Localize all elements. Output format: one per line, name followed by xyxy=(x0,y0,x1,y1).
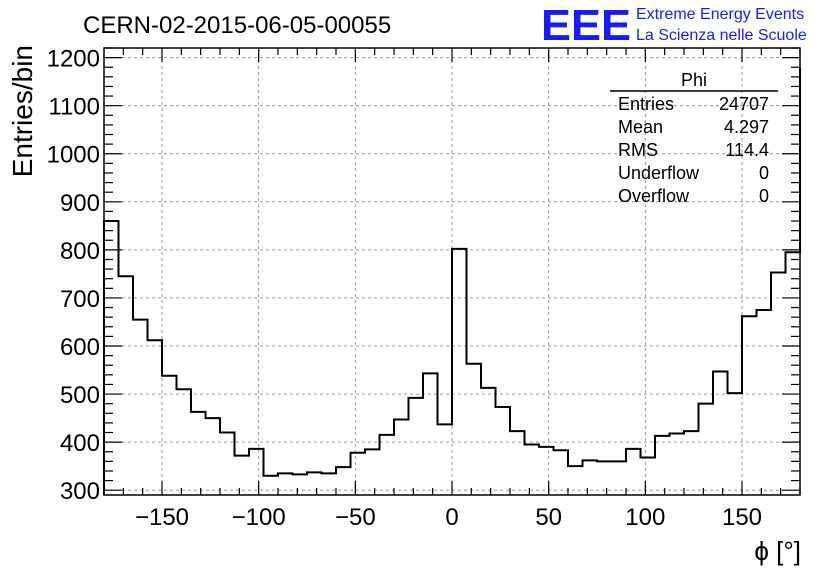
stats-row-value: 114.4 xyxy=(725,140,769,160)
y-tick-label: 400 xyxy=(60,430,100,457)
axis-ticks: −150 −100 −50 0 50 100 150 300 400 500 600 700 800 90… xyxy=(47,46,801,531)
stats-row-label: Mean xyxy=(618,117,663,137)
eee-logo: EEE Extreme Energy Events La Scienza nel… xyxy=(541,1,807,50)
y-tick-label: 900 xyxy=(60,190,100,217)
stats-row-label: Underflow xyxy=(618,163,700,183)
y-tick-label: 500 xyxy=(60,382,100,409)
x-tick-label: 0 xyxy=(445,504,458,531)
stats-box-title: Phi xyxy=(681,70,707,90)
x-tick-label: 150 xyxy=(722,504,762,531)
x-tick-label: −150 xyxy=(135,504,189,531)
chart-title: CERN-02-2015-06-05-00055 xyxy=(83,12,391,39)
stats-row-value: 24707 xyxy=(719,94,769,114)
histogram-series xyxy=(103,68,801,495)
eee-logo-line1: Extreme Energy Events xyxy=(636,6,804,23)
y-tick-label: 1200 xyxy=(47,46,100,73)
stats-row-value: 4.297 xyxy=(724,117,769,137)
stats-row-label: Overflow xyxy=(618,186,690,206)
x-tick-label: 100 xyxy=(625,504,665,531)
x-tick-label: −50 xyxy=(335,504,376,531)
stats-row-value: 0 xyxy=(759,163,769,183)
stats-row-value: 0 xyxy=(759,186,769,206)
x-tick-label: 50 xyxy=(535,504,562,531)
y-axis-label: Entries/bin xyxy=(7,45,38,177)
x-axis-label: ϕ [°] xyxy=(754,536,801,566)
y-tick-label: 700 xyxy=(60,286,100,313)
y-tick-label: 1100 xyxy=(48,94,100,121)
stats-row-label: RMS xyxy=(618,140,658,160)
eee-logo-letters: EEE xyxy=(541,1,631,50)
y-tick-label: 1000 xyxy=(47,142,100,169)
x-tick-label: −100 xyxy=(232,504,286,531)
eee-logo-line2: La Scienza nelle Scuole xyxy=(636,27,807,44)
stats-row-label: Entries xyxy=(618,94,674,114)
y-tick-label: 600 xyxy=(60,334,100,361)
y-tick-label: 300 xyxy=(60,478,100,505)
stats-box: Phi Entries 24707 Mean 4.297 RMS 114.4 Underfl… xyxy=(610,70,778,206)
y-tick-label: 800 xyxy=(60,238,100,265)
